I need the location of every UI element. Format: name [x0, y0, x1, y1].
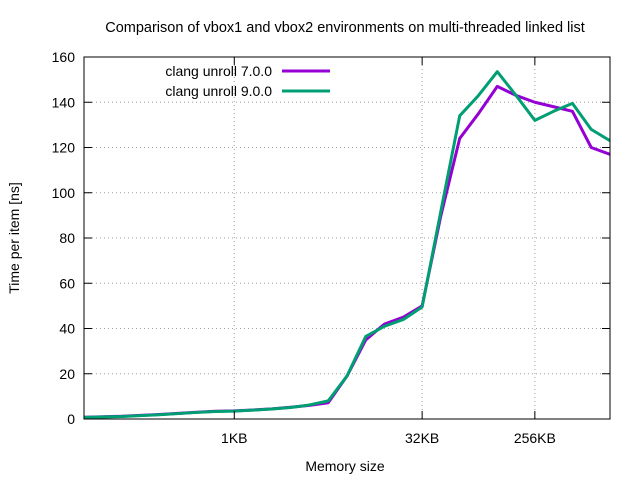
legend-label-1: clang unroll 7.0.0	[165, 63, 272, 79]
x-axis-label: Memory size	[305, 458, 385, 474]
legend-label-2: clang unroll 9.0.0	[165, 83, 272, 99]
y-axis-label: Time per item [ns]	[6, 182, 22, 294]
ticks: 0 20 40 60 80 100 120 140 160 1KB 32KB 256KB	[52, 49, 610, 446]
x-tick-label: 256KB	[514, 430, 556, 446]
y-tick-label: 140	[52, 94, 76, 110]
y-tick-label: 80	[59, 230, 75, 246]
x-tick-label: 1KB	[221, 430, 247, 446]
y-tick-label: 40	[59, 321, 75, 337]
y-tick-label: 160	[52, 49, 76, 65]
chart-title: Comparison of vbox1 and vbox2 environmen…	[105, 20, 585, 36]
y-tick-label: 20	[59, 366, 75, 382]
y-tick-label: 120	[52, 140, 76, 156]
series-line-1	[84, 84, 610, 419]
series-line-2	[84, 70, 610, 419]
plot-frame	[83, 56, 611, 420]
y-tick-label: 60	[59, 275, 75, 291]
legend: clang unroll 7.0.0 clang unroll 9.0.0	[165, 63, 330, 99]
y-tick-label: 100	[52, 185, 76, 201]
grid	[84, 57, 610, 419]
y-tick-label: 0	[67, 411, 75, 427]
x-tick-label: 32KB	[405, 430, 439, 446]
series-lines	[84, 70, 610, 419]
